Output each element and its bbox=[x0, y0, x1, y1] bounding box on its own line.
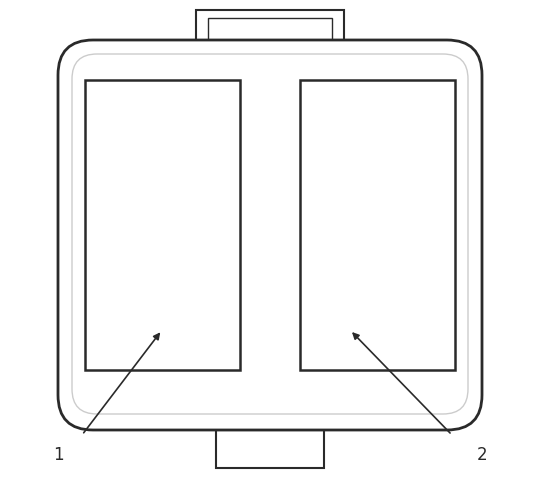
Text: 1: 1 bbox=[53, 446, 63, 464]
FancyBboxPatch shape bbox=[58, 40, 482, 430]
Bar bbox=[196, 10, 344, 58]
Bar bbox=[300, 80, 455, 370]
Text: 2: 2 bbox=[477, 446, 487, 464]
Bar bbox=[85, 80, 240, 370]
Bar bbox=[208, 18, 332, 56]
Bar bbox=[216, 430, 324, 468]
